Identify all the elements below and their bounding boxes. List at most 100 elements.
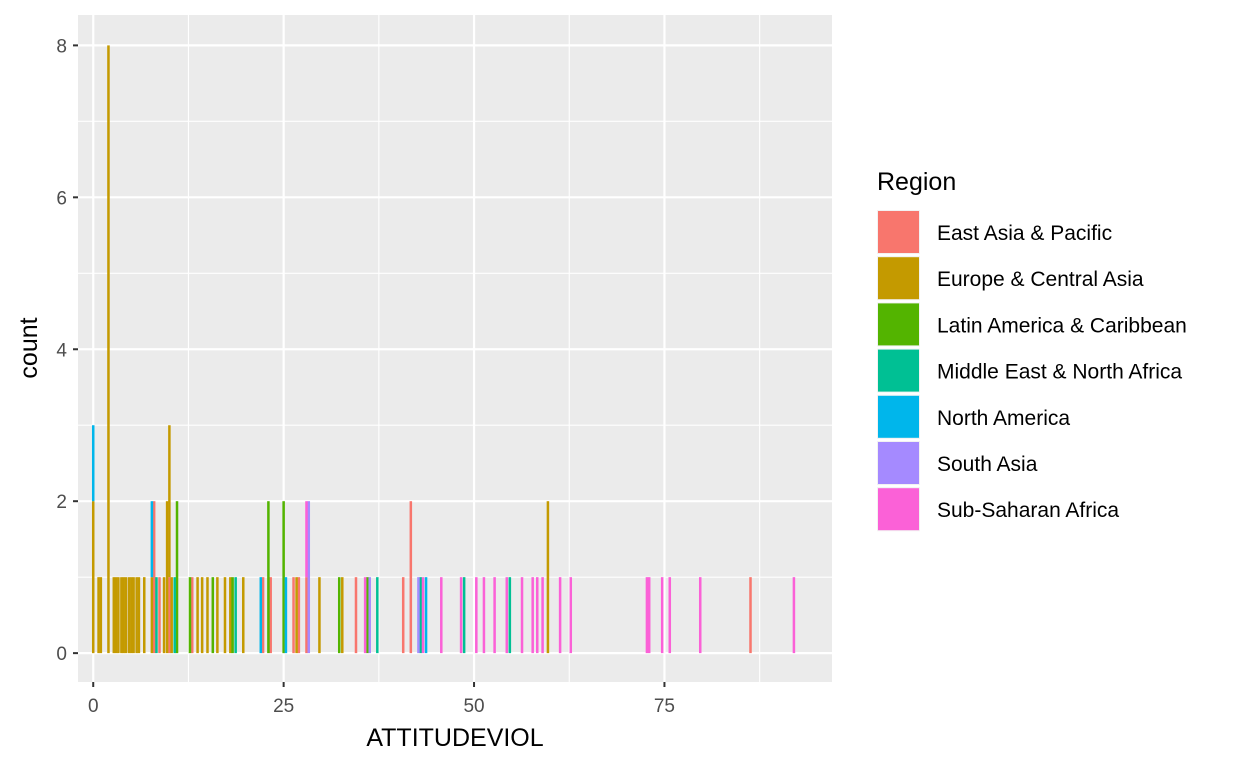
bar-europe-central-asia [168,425,171,578]
bar-middle-east-north-africa [462,577,466,654]
bar-north-america [259,577,263,654]
x-tick-label: 25 [273,696,294,717]
bar-sub-saharan-africa [647,577,651,654]
bar-sub-saharan-africa [541,577,544,654]
bar-europe-central-asia [196,577,199,654]
legend-label: Sub-Saharan Africa [937,499,1119,522]
legend-label: Latin America & Caribbean [937,314,1187,337]
bar-europe-central-asia [97,577,100,654]
bar-latin-america-caribbean [175,501,179,654]
bar-sub-saharan-africa [569,577,573,654]
bar-east-asia-pacific [297,577,301,654]
bar-east-asia-pacific [261,577,265,654]
legend-swatch [878,303,919,346]
x-tick-label: 50 [463,696,484,717]
bar-europe-central-asia [130,577,133,654]
legend-title: Region [877,168,956,196]
bar-europe-central-asia [132,577,135,654]
x-axis-title: ATTITUDEVIOL [366,724,543,752]
bar-europe-central-asia [114,577,118,654]
bar-sub-saharan-africa [363,577,367,654]
bar-europe-central-asia [546,501,550,654]
bar-middle-east-north-africa [376,577,379,654]
bar-sub-saharan-africa [792,577,796,654]
bar-sub-saharan-africa [668,577,672,654]
bar-europe-central-asia [341,577,344,654]
bar-europe-central-asia [318,577,321,654]
y-axis-title: count [15,317,43,378]
axes: 0 2 4 6 8 0 25 50 75 [56,36,675,717]
bar-europe-central-asia [122,577,125,654]
bar-europe-central-asia [143,577,146,654]
bar-europe-central-asia [135,577,138,654]
histogram-bars [91,45,796,654]
bar-europe-central-asia [162,577,166,654]
y-tick-label: 4 [56,340,67,361]
bar-europe-central-asia [112,577,116,654]
bar-europe-central-asia [229,577,232,654]
legend-label: East Asia & Pacific [937,222,1112,245]
bar-east-asia-pacific [168,577,171,654]
bar-middle-east-north-africa [234,577,237,654]
bar-europe-central-asia [216,577,219,654]
y-tick-label: 0 [56,644,67,665]
bar-sub-saharan-africa [475,577,478,654]
legend: Region East Asia & Pacific Europe & Centr… [877,168,1187,532]
bar-europe-central-asia [99,577,103,654]
y-tick-label: 2 [56,492,67,513]
bar-europe-central-asia [124,577,128,654]
bar-europe-central-asia [165,501,169,654]
bar-south-asia [417,577,420,654]
x-tick-label: 0 [88,696,99,717]
bar-sub-saharan-africa [520,577,524,654]
bar-south-asia [368,577,371,654]
y-tick-label: 6 [56,188,67,209]
bar-sub-saharan-africa [660,577,664,654]
bar-sub-saharan-africa [558,577,562,654]
bar-sub-saharan-africa [645,577,649,654]
bar-sub-saharan-africa [421,577,425,654]
x-tick-label: 75 [654,696,675,717]
bar-latin-america-caribbean [211,577,215,654]
bar-europe-central-asia [295,577,298,654]
bar-europe-central-asia [206,577,209,654]
legend-swatch [878,257,919,300]
bar-east-asia-pacific [292,577,295,654]
bar-europe-central-asia [200,577,204,654]
bar-middle-east-north-africa [173,577,176,654]
bar-north-america [150,501,154,578]
bar-sub-saharan-africa [531,577,534,654]
legend-swatch [878,395,919,438]
legend-swatch [878,488,919,531]
bar-europe-central-asia [117,577,120,654]
bar-sub-saharan-africa [305,501,308,578]
legend-label: Europe & Central Asia [937,268,1144,291]
bar-north-america [284,577,288,654]
bar-sub-saharan-africa [535,577,539,654]
bar-east-asia-pacific [749,577,752,654]
legend-label: North America [937,407,1070,430]
bar-sub-saharan-africa [459,577,463,654]
bar-east-asia-pacific [354,577,358,654]
legend-swatch [878,211,919,253]
legend-swatch [878,349,919,392]
legend-swatch [878,442,919,484]
bar-europe-central-asia [242,577,245,654]
bar-europe-central-asia [170,577,173,654]
y-tick-label: 8 [56,36,67,57]
bar-latin-america-caribbean [231,577,234,654]
bar-latin-america-caribbean [282,501,285,654]
bar-europe-central-asia [120,577,123,654]
bar-east-asia-pacific [305,577,308,654]
bar-east-asia-pacific [269,577,272,654]
bar-south-asia [307,501,311,654]
bar-east-asia-pacific [190,577,194,654]
bar-europe-central-asia [223,577,227,654]
bar-latin-america-caribbean [337,577,341,654]
bar-latin-america-caribbean [267,501,270,654]
bar-latin-america-caribbean [366,577,369,654]
bar-north-america [91,425,95,502]
bar-sub-saharan-africa [698,577,702,654]
legend-label: South Asia [937,453,1038,476]
bar-north-america [424,577,428,654]
